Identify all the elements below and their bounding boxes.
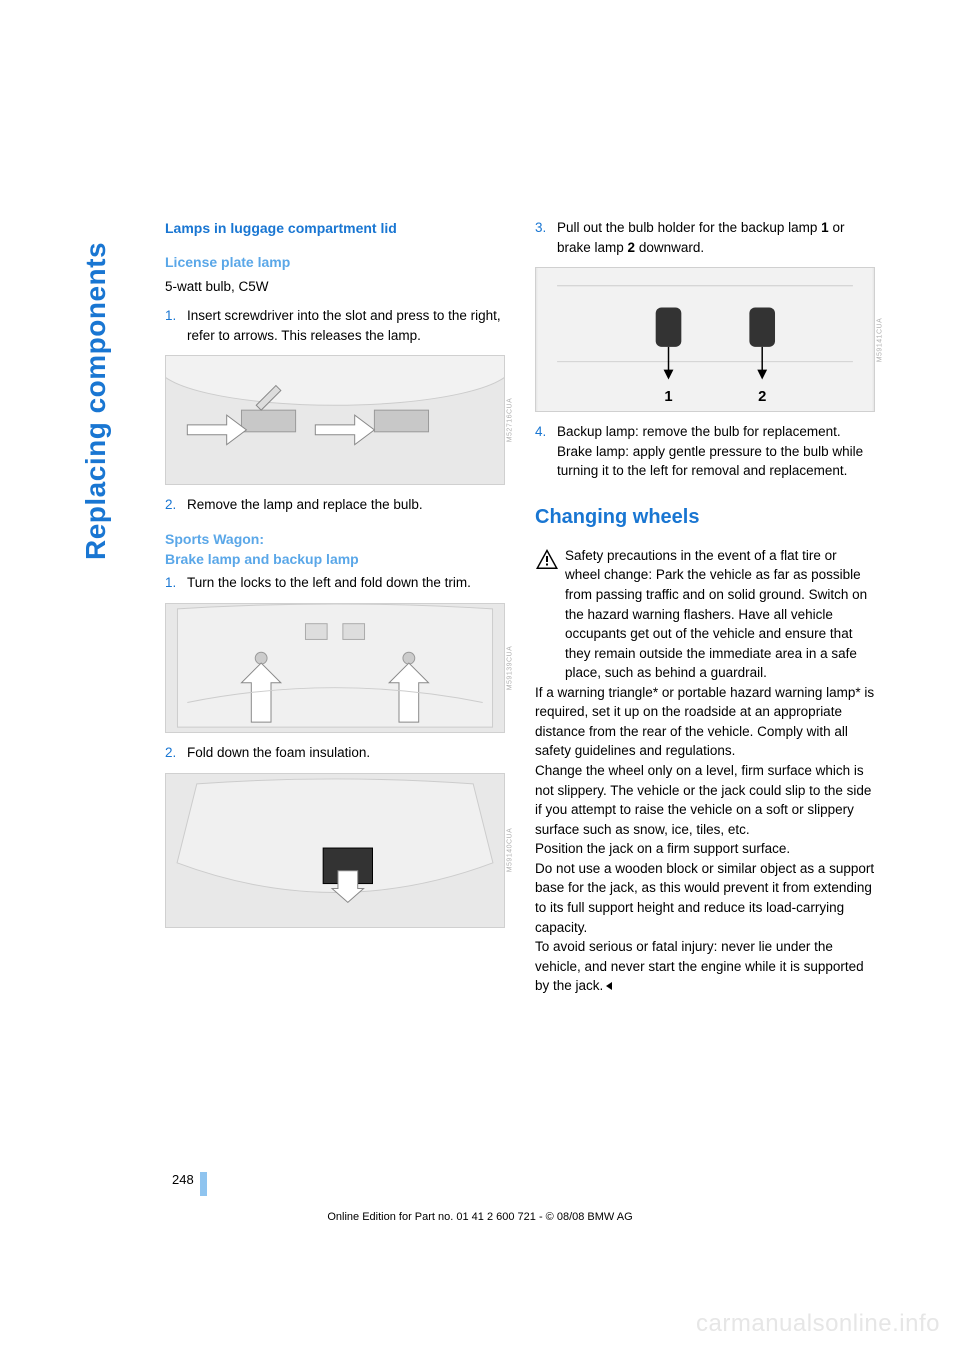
callout-1: 1	[664, 389, 672, 405]
warning-text: Safety precautions in the event of a fla…	[565, 546, 875, 683]
step-text: Remove the lamp and replace the bulb.	[187, 495, 505, 515]
step-number: 1.	[165, 573, 187, 593]
license-plate-steps: 1. Insert screwdriver into the slot and …	[165, 306, 505, 345]
subheading-license-plate: License plate lamp	[165, 252, 505, 272]
callout-2: 2	[758, 389, 766, 405]
figure-bulb-holders: 1 2 M59141CUA	[535, 267, 875, 412]
step-1: 1. Turn the locks to the left and fold d…	[165, 573, 505, 593]
warning-icon	[535, 548, 559, 570]
step-number: 2.	[165, 495, 187, 515]
figure-illustration	[166, 604, 504, 732]
bulb-holder-steps: 3. Pull out the bulb holder for the back…	[535, 218, 875, 257]
subheading-sports-wagon-group: Sports Wagon: Brake lamp and backup lamp	[165, 529, 505, 570]
figure-illustration	[166, 356, 504, 484]
heading-lamps-luggage: Lamps in luggage compartment lid	[165, 218, 505, 238]
footer-text: Online Edition for Part no. 01 41 2 600 …	[0, 1211, 960, 1223]
bulb-spec: 5-watt bulb, C5W	[165, 277, 505, 297]
figure-foam-insulation: M59140CUA	[165, 773, 505, 928]
manual-page: Replacing components Lamps in luggage co…	[0, 0, 960, 1358]
page-number-block: 248	[172, 1172, 207, 1196]
figure-illustration	[166, 774, 504, 927]
figure-code: M52716CUA	[506, 398, 516, 443]
right-column: 3. Pull out the bulb holder for the back…	[535, 218, 875, 996]
section-side-label: Replacing components	[80, 242, 112, 560]
step-text: Pull out the bulb holder for the backup …	[557, 218, 875, 257]
sports-wagon-steps: 1. Turn the locks to the left and fold d…	[165, 573, 505, 593]
step-text: Insert screwdriver into the slot and pre…	[187, 306, 505, 345]
warning-text-2: If a warning triangle* or portable hazar…	[535, 683, 875, 761]
left-column: Lamps in luggage compartment lid License…	[165, 218, 505, 996]
page-number-bar	[200, 1172, 207, 1196]
step-2: 2. Fold down the foam insulation.	[165, 743, 505, 763]
bulb-replace-steps: 4. Backup lamp: remove the bulb for repl…	[535, 422, 875, 481]
step-4: 4. Backup lamp: remove the bulb for repl…	[535, 422, 875, 481]
watermark-text: carmanualsonline.info	[696, 1310, 940, 1338]
figure-trim-locks: M59139CUA	[165, 603, 505, 733]
page-number: 248	[172, 1172, 200, 1196]
figure-code: M59139CUA	[506, 646, 516, 691]
content-columns: Lamps in luggage compartment lid License…	[165, 218, 875, 996]
warning-text-4: Position the jack on a firm support surf…	[535, 839, 875, 859]
step-2: 2. Remove the lamp and replace the bulb.	[165, 495, 505, 515]
subheading-brake-backup: Brake lamp and backup lamp	[165, 549, 505, 569]
step-number: 4.	[535, 422, 557, 481]
step-3: 3. Pull out the bulb holder for the back…	[535, 218, 875, 257]
step-number: 2.	[165, 743, 187, 763]
figure-code: M59140CUA	[506, 828, 516, 873]
license-plate-steps-2: 2. Remove the lamp and replace the bulb.	[165, 495, 505, 515]
step-text: Backup lamp: remove the bulb for replace…	[557, 422, 875, 481]
step-number: 3.	[535, 218, 557, 257]
safety-warning-block: Safety precautions in the event of a fla…	[535, 546, 875, 683]
figure-license-plate-lamp: M52716CUA	[165, 355, 505, 485]
figure-illustration: 1 2	[536, 268, 874, 411]
heading-changing-wheels: Changing wheels	[535, 503, 875, 532]
warning-text-6: To avoid serious or fatal injury: never …	[535, 937, 875, 996]
warning-text-3: Change the wheel only on a level, firm s…	[535, 761, 875, 839]
figure-code: M59141CUA	[876, 317, 886, 362]
warning-text-5: Do not use a wooden block or similar obj…	[535, 859, 875, 937]
sports-wagon-steps-2: 2. Fold down the foam insulation.	[165, 743, 505, 763]
end-mark-icon	[603, 977, 613, 997]
subheading-sports-wagon: Sports Wagon:	[165, 529, 505, 549]
step-text: Fold down the foam insulation.	[187, 743, 505, 763]
step-text: Turn the locks to the left and fold down…	[187, 573, 505, 593]
step-1: 1. Insert screwdriver into the slot and …	[165, 306, 505, 345]
step-number: 1.	[165, 306, 187, 345]
